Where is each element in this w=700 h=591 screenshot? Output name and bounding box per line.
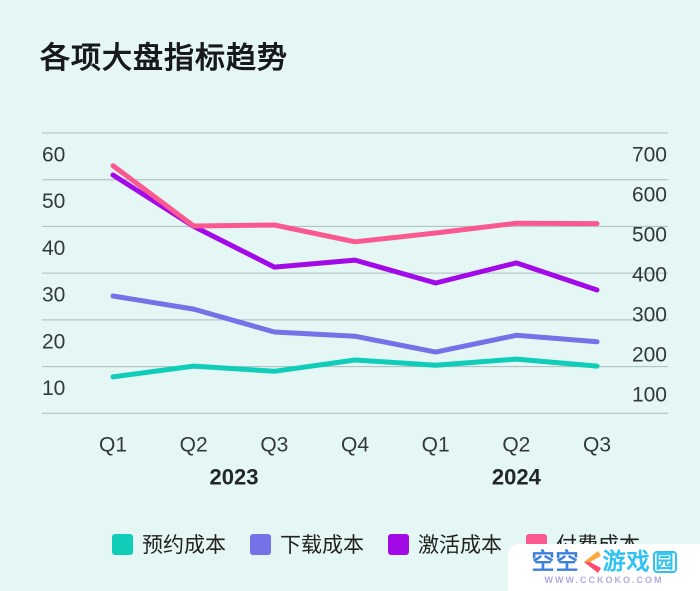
x-axis-label: Q1 [422,434,450,457]
watermark-brand-boxed-char: 园 [652,550,677,573]
watermark-brand-suffix: 游戏 [602,548,651,574]
x-axis-label: Q4 [341,434,369,457]
watermark: 空空 游戏 园 WWW.CCKOKO.COM [508,544,700,591]
x-axis-label: Q2 [502,434,530,457]
y-axis-left-label: 60 [42,144,65,167]
y-axis-left-label: 50 [42,190,65,213]
cckoko-logo-icon [583,550,601,573]
legend-label: 下载成本 [280,534,364,557]
watermark-brand-prefix: 空空 [531,548,580,574]
y-axis-right-label: 700 [632,144,667,167]
series-line-预约成本 [110,356,600,380]
legend-label: 预约成本 [142,534,226,557]
legend-swatch-icon [388,533,409,555]
x-axis-year-label: 2024 [492,465,542,490]
x-axis-label: Q1 [99,434,127,457]
x-axis-year-label: 2023 [210,465,259,490]
watermark-brand: 空空 游戏 园 [532,550,677,573]
page-title: 各项大盘指标趋势 [40,42,288,75]
y-axis-right-label: 500 [632,224,667,247]
y-axis-right-label: 600 [632,184,667,207]
series-line-付费成本 [110,163,600,245]
legend-swatch-icon [250,533,271,555]
watermark-url: WWW.CCKOKO.COM [544,575,664,585]
legend-label: 激活成本 [418,534,502,557]
legend-item-下载成本[interactable]: 下载成本 [250,529,388,559]
x-axis-label: Q3 [583,434,611,457]
y-axis-right-label: 200 [632,344,667,367]
x-axis-label: Q3 [260,434,288,457]
y-axis-left-label: 40 [42,237,65,260]
trend-line-chart: 60 50 40 30 20 10 700 600 500 400 300 200 100 Q1 Q2 Q3 Q… [42,132,668,490]
y-axis-right-label: 300 [632,304,667,327]
legend-item-激活成本[interactable]: 激活成本 [388,529,526,559]
series-line-下载成本 [110,293,600,355]
y-axis-left-label: 30 [42,284,65,307]
y-axis-left-label: 20 [42,330,65,353]
legend-item-预约成本[interactable]: 预约成本 [112,529,250,559]
legend-swatch-icon [112,533,133,555]
y-axis-right-label: 100 [632,384,667,407]
y-axis-right-label: 400 [632,264,667,287]
x-axis-label: Q2 [180,434,208,457]
y-axis-left-label: 10 [42,377,65,400]
